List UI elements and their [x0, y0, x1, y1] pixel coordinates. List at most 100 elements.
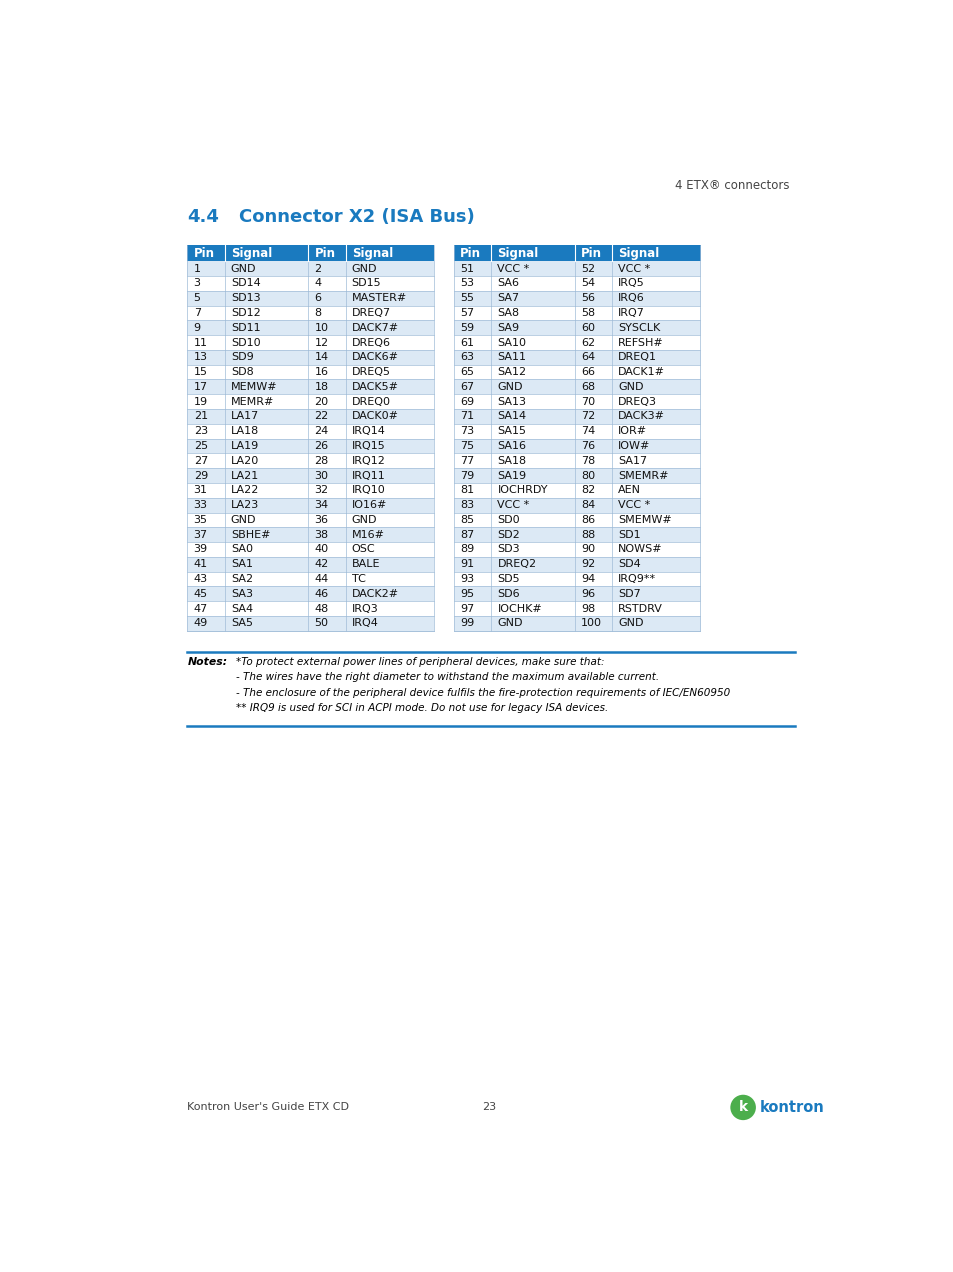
Text: 97: 97: [459, 604, 474, 613]
Text: SMEMW#: SMEMW#: [618, 515, 672, 525]
Text: 71: 71: [459, 411, 474, 421]
Text: SA16: SA16: [497, 441, 526, 452]
Text: 5: 5: [193, 293, 200, 303]
Text: SA8: SA8: [497, 308, 519, 318]
Text: 92: 92: [580, 560, 595, 570]
Text: LA19: LA19: [231, 441, 259, 452]
Text: 53: 53: [459, 279, 474, 289]
Text: Kontron User's Guide ETX CD: Kontron User's Guide ETX CD: [187, 1103, 349, 1113]
Bar: [454, 335, 700, 350]
Text: DREQ7: DREQ7: [352, 308, 391, 318]
Text: DACK7#: DACK7#: [352, 323, 398, 333]
Bar: [454, 439, 700, 453]
Text: MEMW#: MEMW#: [231, 382, 277, 392]
Text: IRQ14: IRQ14: [352, 426, 385, 436]
Text: DACK5#: DACK5#: [352, 382, 398, 392]
Text: ** IRQ9 is used for SCI in ACPI mode. Do not use for legacy ISA devices.: ** IRQ9 is used for SCI in ACPI mode. Do…: [235, 703, 607, 714]
Text: 45: 45: [193, 589, 208, 599]
Text: 44: 44: [314, 574, 329, 584]
Text: 39: 39: [193, 544, 208, 555]
Text: LA20: LA20: [231, 455, 259, 466]
Bar: [454, 602, 700, 616]
Text: 65: 65: [459, 368, 474, 377]
Text: SA13: SA13: [497, 397, 526, 407]
Text: IRQ11: IRQ11: [352, 471, 385, 481]
Text: DACK1#: DACK1#: [618, 368, 664, 377]
Text: MASTER#: MASTER#: [352, 293, 407, 303]
Bar: [454, 453, 700, 468]
Bar: [454, 424, 700, 439]
Text: SA15: SA15: [497, 426, 526, 436]
Text: TC: TC: [352, 574, 365, 584]
Bar: [187, 335, 434, 350]
Text: 21: 21: [193, 411, 208, 421]
Bar: [454, 571, 700, 586]
Text: 67: 67: [459, 382, 474, 392]
Text: BALE: BALE: [352, 560, 380, 570]
Text: SA4: SA4: [231, 604, 253, 613]
Bar: [187, 350, 434, 365]
Text: IRQ10: IRQ10: [352, 486, 385, 495]
Text: 60: 60: [580, 323, 595, 333]
Text: 62: 62: [580, 337, 595, 347]
Text: 51: 51: [459, 263, 474, 273]
Text: DACK0#: DACK0#: [352, 411, 398, 421]
Text: Signal: Signal: [618, 247, 659, 259]
Text: SD5: SD5: [497, 574, 519, 584]
Text: k: k: [738, 1100, 747, 1114]
Text: 6: 6: [314, 293, 321, 303]
Bar: [187, 424, 434, 439]
Text: 78: 78: [580, 455, 595, 466]
Text: 31: 31: [193, 486, 208, 495]
Text: 96: 96: [580, 589, 595, 599]
Text: 74: 74: [580, 426, 595, 436]
Text: 19: 19: [193, 397, 208, 407]
Text: 47: 47: [193, 604, 208, 613]
Text: 10: 10: [314, 323, 328, 333]
Text: 87: 87: [459, 529, 474, 539]
Text: Pin: Pin: [193, 247, 214, 259]
Text: 100: 100: [580, 618, 601, 628]
Text: AEN: AEN: [618, 486, 640, 495]
Text: SYSCLK: SYSCLK: [618, 323, 659, 333]
Text: SA0: SA0: [231, 544, 253, 555]
Text: SD4: SD4: [618, 560, 640, 570]
Text: 89: 89: [459, 544, 474, 555]
Text: VCC *: VCC *: [497, 500, 529, 510]
Text: SA12: SA12: [497, 368, 526, 377]
Bar: [454, 483, 700, 497]
Text: 72: 72: [580, 411, 595, 421]
Text: DACK6#: DACK6#: [352, 352, 398, 363]
Text: SD3: SD3: [497, 544, 519, 555]
Bar: [454, 291, 700, 305]
Text: GND: GND: [618, 618, 643, 628]
Text: GND: GND: [497, 382, 522, 392]
Text: 30: 30: [314, 471, 328, 481]
Text: 85: 85: [459, 515, 474, 525]
Bar: [187, 616, 434, 631]
Text: 43: 43: [193, 574, 208, 584]
Text: IOCHRDY: IOCHRDY: [497, 486, 547, 495]
Text: 73: 73: [459, 426, 474, 436]
Text: GND: GND: [231, 263, 256, 273]
Bar: [187, 394, 434, 410]
Text: Notes:: Notes:: [187, 658, 228, 667]
Text: 49: 49: [193, 618, 208, 628]
Text: Signal: Signal: [231, 247, 272, 259]
Text: GND: GND: [618, 382, 643, 392]
Text: Pin: Pin: [459, 247, 480, 259]
Text: 84: 84: [580, 500, 595, 510]
Text: SA14: SA14: [497, 411, 526, 421]
Text: SA11: SA11: [497, 352, 526, 363]
Bar: [187, 261, 434, 276]
Bar: [187, 497, 434, 513]
Text: 4: 4: [314, 279, 321, 289]
Text: GND: GND: [497, 618, 522, 628]
Text: SA17: SA17: [618, 455, 647, 466]
Text: 80: 80: [580, 471, 595, 481]
Bar: [187, 276, 434, 291]
Text: - The wires have the right diameter to withstand the maximum available current.: - The wires have the right diameter to w…: [235, 673, 658, 682]
Bar: [454, 497, 700, 513]
Text: MEMR#: MEMR#: [231, 397, 274, 407]
Bar: [454, 350, 700, 365]
